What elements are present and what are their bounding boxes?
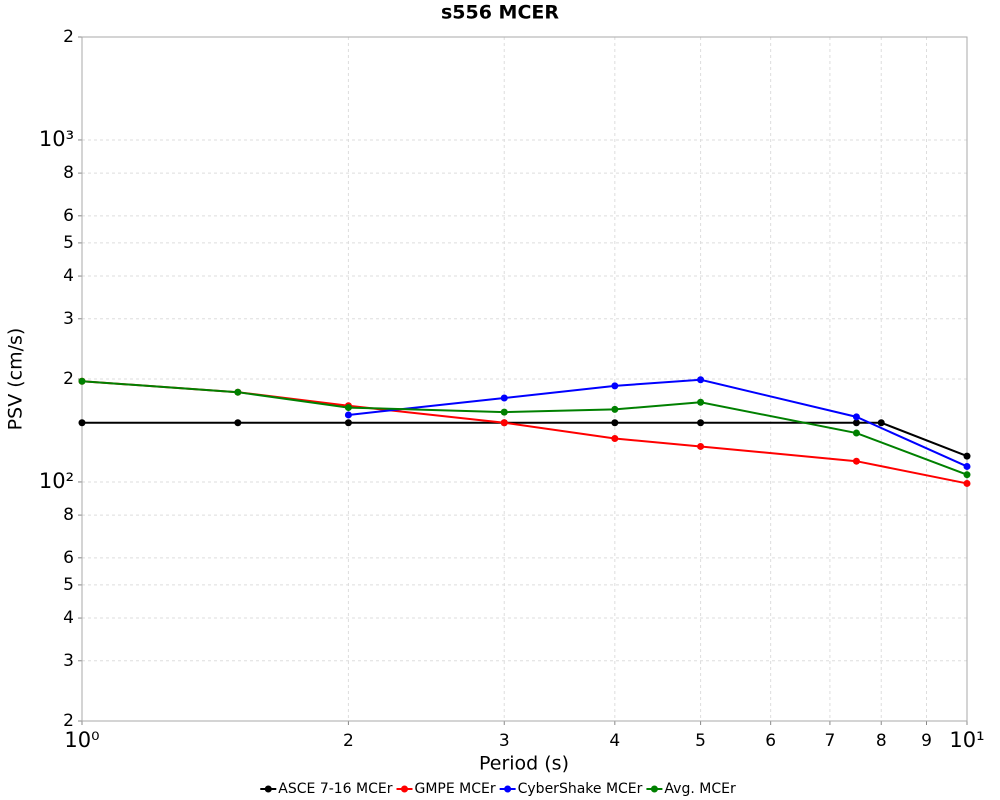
legend-item: ASCE 7-16 MCEr (260, 781, 393, 797)
y-tick-label: 4 (63, 266, 74, 286)
legend-swatch (650, 785, 658, 793)
y-tick-label: 2 (63, 711, 74, 731)
x-tick-label: 5 (695, 731, 706, 751)
data-point (697, 419, 705, 427)
y-tick-label: 2 (63, 27, 74, 47)
legend-label: Avg. MCEr (664, 781, 736, 797)
data-point (697, 376, 705, 384)
series-line (348, 378, 968, 468)
legend-item: CyberShake MCEr (499, 781, 643, 797)
legend: ASCE 7-16 MCEr GMPE MCEr CyberShake MCEr Av… (260, 781, 736, 797)
y-tick-label: 8 (63, 505, 74, 525)
data-point (344, 404, 352, 412)
legend-swatch (504, 785, 512, 793)
legend-label: CyberShake MCEr (518, 781, 643, 797)
data-point (344, 419, 352, 427)
y-tick-label: 6 (63, 548, 74, 568)
data-point (963, 479, 971, 487)
data-point (611, 419, 619, 427)
data-point (852, 457, 860, 465)
x-tick-label: 2 (343, 731, 354, 751)
y-tick-label: 5 (63, 575, 74, 595)
y-tick-label: 2 (63, 369, 74, 389)
x-tick-label: 6 (765, 731, 776, 751)
y-tick-label: 10³ (39, 127, 74, 151)
y-tick-label: 3 (63, 651, 74, 671)
y-tick-label: 4 (63, 608, 74, 628)
data-point (500, 419, 508, 427)
y-tick-label: 5 (63, 233, 74, 253)
chart-title: s556 MCER (441, 2, 559, 24)
data-point (344, 411, 352, 419)
data-point (963, 452, 971, 460)
data-point (78, 419, 86, 427)
data-point (234, 419, 242, 427)
y-axis-label: PSV (cm/s) (5, 328, 27, 431)
data-point (611, 382, 619, 390)
data-point (852, 429, 860, 437)
x-tick-label: 8 (876, 731, 887, 751)
legend-label: GMPE MCEr (415, 781, 496, 797)
data-point (500, 408, 508, 416)
data-point (500, 394, 508, 402)
legend-item: Avg. MCEr (646, 781, 736, 797)
x-tick-label: 9 (921, 731, 932, 751)
legend-label: ASCE 7-16 MCEr (278, 781, 392, 797)
series-line (81, 380, 968, 476)
x-tick-label: 3 (499, 731, 510, 751)
legend-item: GMPE MCEr (396, 781, 496, 797)
y-tick-label: 6 (63, 206, 74, 226)
x-tick-label: 10⁰ (64, 728, 99, 752)
y-tick-label: 10² (39, 469, 74, 493)
data-point (611, 434, 619, 442)
x-tick-label: 10¹ (949, 728, 984, 752)
x-tick-label: 4 (609, 731, 620, 751)
y-tick-label: 3 (63, 309, 74, 329)
data-point (611, 405, 619, 413)
legend-swatch (264, 785, 272, 793)
data-point (877, 419, 885, 427)
legend-swatch (401, 785, 408, 793)
data-point (963, 471, 971, 479)
data-point (234, 388, 242, 396)
y-tick-label: 8 (63, 163, 74, 183)
data-point (963, 462, 971, 470)
data-point (697, 398, 705, 406)
data-point (852, 419, 860, 427)
data-point (852, 413, 860, 421)
data-point (697, 442, 705, 450)
data-point (78, 377, 86, 385)
x-tick-label: 7 (824, 731, 835, 751)
x-axis-label: Period (s) (479, 753, 569, 775)
